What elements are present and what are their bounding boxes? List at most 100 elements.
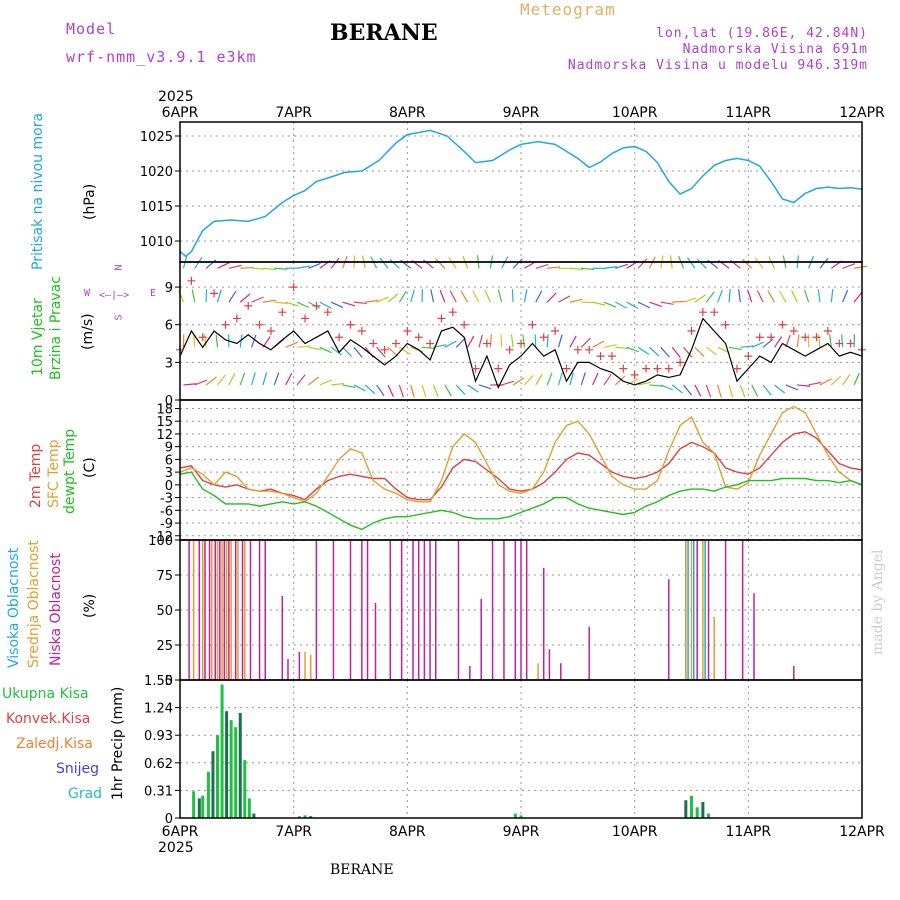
- wind-arrow: [353, 384, 366, 392]
- temperature-ytick-label: -3: [160, 492, 173, 507]
- wind-arrow: [615, 346, 629, 350]
- precip-bar: [225, 711, 229, 818]
- wind-arrow: [592, 340, 605, 348]
- precip-ytick-label: 1.24: [144, 702, 173, 717]
- wind-arrow: [535, 373, 543, 386]
- x-tick-bottom-12APR: 12APR: [839, 824, 885, 840]
- wind-arrow: [747, 289, 753, 303]
- wind-arrow: [739, 384, 746, 398]
- wind-arrow: [460, 290, 469, 303]
- wind-arrow: [251, 372, 256, 386]
- wind-arrow: [387, 293, 399, 303]
- wind-gust-marker: [835, 339, 844, 348]
- wind-arrow: [194, 257, 203, 269]
- wind-arrow: [853, 291, 863, 303]
- wind-arrow: [432, 384, 439, 398]
- wind-arrow: [740, 345, 754, 348]
- wind-gust-marker: [289, 283, 298, 292]
- wind-gust-marker: [266, 327, 275, 335]
- wind-arrow: [534, 334, 537, 348]
- wind-arrow: [569, 298, 583, 303]
- model-altitude-label: Nadmorska Visina u modelu 946.319m: [567, 58, 868, 73]
- pressure-ytick-label: 1010: [140, 235, 173, 250]
- wind-gust-marker: [448, 308, 457, 317]
- wind-arrow: [615, 263, 628, 269]
- wind-arrow: [308, 346, 322, 351]
- wind-gust-marker: [494, 364, 503, 373]
- wind-gust-marker: [414, 333, 423, 342]
- temperature-ytick-label: 0: [165, 479, 173, 494]
- x-tick-top-6APR: 6APR: [162, 105, 199, 121]
- wind-arrow: [379, 257, 389, 269]
- x-year-top: 2025: [158, 89, 194, 105]
- wind-gust-marker: [562, 364, 571, 373]
- wind-arrow: [580, 337, 591, 348]
- wind-mean-line: [179, 317, 863, 390]
- wind-arrow: [569, 335, 577, 348]
- wind-arrow: [741, 258, 753, 269]
- wind-gust-marker: [335, 333, 344, 342]
- wind-arrow: [217, 374, 227, 386]
- wind-gust-marker: [846, 339, 855, 348]
- wind-gust-marker: [232, 314, 241, 323]
- wind-arrow: [478, 384, 492, 390]
- wind-arrow: [580, 372, 586, 386]
- cloud-ytick-label: 50: [156, 604, 173, 619]
- wind-arrow: [194, 379, 208, 386]
- precip-bar: [707, 813, 711, 818]
- wind-arrow: [285, 373, 293, 386]
- wind-arrow: [240, 266, 254, 269]
- pressure-ytick-label: 1025: [140, 130, 173, 145]
- lonlat-label: lon,lat (19.86E, 42.84N): [656, 26, 868, 41]
- legend-konvek: Konvek.Kisa: [6, 711, 91, 727]
- wind-arrow: [649, 384, 663, 387]
- wind-arrow: [319, 301, 332, 309]
- wind-arrow: [683, 346, 693, 358]
- x-tick-top-7APR: 7APR: [275, 105, 312, 121]
- wind-arrow: [489, 334, 492, 348]
- wind-arrow: [376, 346, 386, 358]
- wind-arrow: [637, 381, 651, 386]
- wind-arrow: [717, 384, 722, 398]
- wind-arrow: [501, 380, 515, 386]
- wind-gust-marker: [437, 314, 446, 323]
- precip-bar: [519, 815, 523, 818]
- wind-arrow: [399, 346, 411, 355]
- wind-arrow: [512, 377, 525, 386]
- precip-bar: [309, 816, 313, 818]
- wind-gust-marker: [221, 320, 230, 329]
- wind-arrow: [614, 375, 626, 386]
- wind-gust-marker: [801, 333, 810, 342]
- wind-arrow: [410, 384, 415, 398]
- wind-arrow: [817, 334, 821, 348]
- wind-arrow: [803, 289, 810, 303]
- precip-bar: [297, 816, 301, 818]
- wind-arrow: [308, 262, 321, 269]
- wind-gust-marker: [664, 364, 673, 373]
- wind-arrow: [569, 372, 574, 386]
- wind-arrow: [785, 384, 799, 391]
- wind-gust-marker: [301, 314, 310, 323]
- x-tick-bottom-10APR: 10APR: [612, 824, 658, 840]
- wind-gust-marker: [755, 333, 764, 342]
- wind-gust-marker: [732, 364, 741, 373]
- x-tick-top-9APR: 9APR: [503, 105, 540, 121]
- x-tick-bottom-7APR: 7APR: [275, 824, 312, 840]
- wind-gust-marker: [391, 339, 400, 348]
- wind-arrow: [819, 378, 832, 386]
- wind-gust-marker: [323, 308, 332, 317]
- wind-arrow: [558, 295, 571, 303]
- precip-ytick-label: 0: [165, 812, 173, 827]
- wind-arrow: [297, 345, 311, 348]
- precip-bar: [220, 684, 224, 818]
- wind-arrow: [353, 301, 367, 305]
- precip-ytick-label: 0.31: [144, 784, 173, 799]
- compass-e: E: [150, 288, 157, 299]
- wind-arrow: [205, 259, 217, 269]
- wind-gust-marker: [357, 327, 366, 335]
- precip-bar: [513, 813, 517, 818]
- wind-arrow: [660, 346, 670, 358]
- wind-arrow: [841, 334, 844, 348]
- wind-gust-marker: [403, 327, 412, 335]
